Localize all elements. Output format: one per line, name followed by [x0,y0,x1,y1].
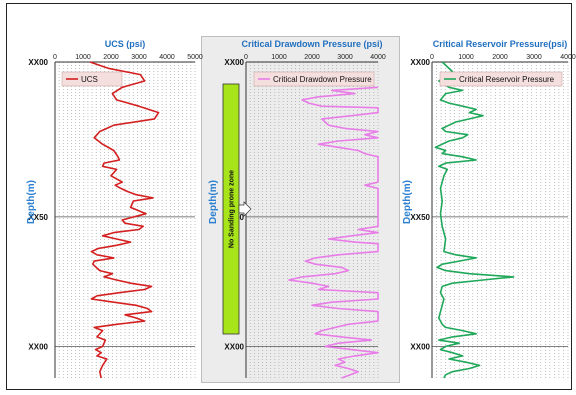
chart3-x-tick-label: 3000 [526,54,542,61]
chart1-x-tick-label: 0 [53,54,57,61]
chart3-y-axis-label: Depth(m) [402,180,413,224]
chart2-annotation: No Sanding prone zone [229,170,236,248]
chart1-depth-label: XX00 [28,342,48,351]
chart1-x-tick-label: 5000 [187,54,203,61]
chart3-x-tick-label: 1000 [458,54,474,61]
chart3-depth-label: XX00 [410,342,430,351]
chart2-depth-label: XX00 [224,342,244,351]
chart3-x-tick-label: 4000 [560,54,576,61]
chart2-depth-label: XX00 [224,58,244,67]
chart1-depth-label: XX50 [28,213,48,222]
chart1-x-tick-label: 2000 [103,54,119,61]
chart3-x-tick-label: 2000 [492,54,508,61]
chart3-title: Critical Reservoir Pressure(psi) [433,39,568,49]
chart2-x-tick-label: 0 [244,54,248,61]
chart3-legend-label: Critical Reservoir Pressure [459,75,555,84]
chart1-depth-label: XX00 [28,58,48,67]
chart1-x-tick-label: 3000 [131,54,147,61]
chart1-title: UCS (psi) [105,39,146,49]
chart2-annotation-arrow [238,201,252,217]
chart2-x-tick-label: 3000 [337,54,353,61]
chart1-x-tick-label: 4000 [159,54,175,61]
chart2-title: Critical Drawdown Pressure (psi) [241,39,382,49]
chart3-x-tick-label: 0 [430,54,434,61]
chart1-x-tick-label: 1000 [75,54,91,61]
chart2-x-tick-label: 4000 [370,54,386,61]
chart2-x-tick-label: 2000 [304,54,320,61]
chart3-series-line [434,61,515,379]
chart1-y-axis-label: Depth(m) [26,180,37,224]
chart2-legend-label: Critical Drawdown Pressure [273,75,372,84]
chart2-legend-box [253,71,375,87]
chart1-legend-label: UCS [81,75,98,84]
chart2-x-tick-label: 1000 [271,54,287,61]
chart3-depth-label: XX50 [410,213,430,222]
chart3-depth-label: XX00 [410,58,430,67]
chart3-legend-box [439,71,563,87]
chart1-series-line [89,61,160,379]
chart2-series-line [288,86,379,379]
chart1-legend-box [61,71,123,87]
chart2-y-axis-label: Depth(m) [208,180,219,224]
